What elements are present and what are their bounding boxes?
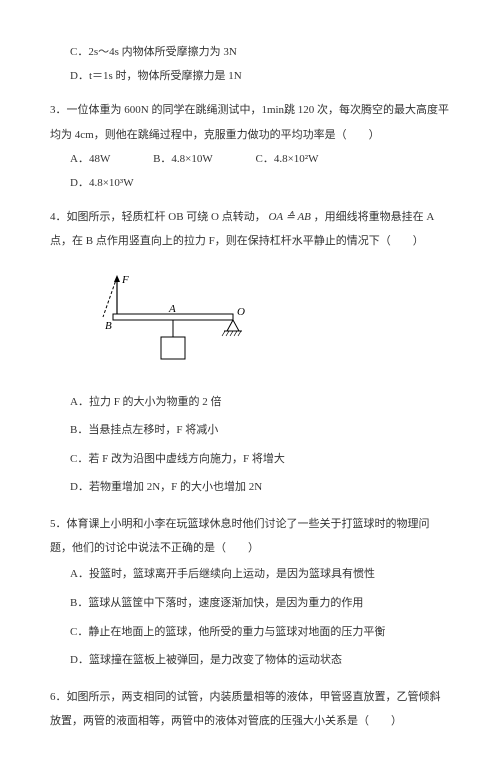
q5-text: 5．体育课上小明和小李在玩篮球休息时他们讨论了一些关于打篮球时的物理问题，他们的… <box>50 512 450 560</box>
q3-option-d: D．4.8×10³W <box>70 171 134 195</box>
q4-option-c: C．若 F 改为沿图中虚线方向施力，F 将增大 <box>70 445 450 474</box>
label-f: F <box>121 274 129 286</box>
q4-option-b: B．当悬挂点左移时，F 将减小 <box>70 416 450 445</box>
q2-option-d: D．t＝1s 时，物体所受摩擦力是 1N <box>70 64 450 88</box>
q3-option-b: B．4.8×10W <box>153 147 213 171</box>
q3-option-a: A．48W <box>70 147 110 171</box>
q3-options: A．48W B．4.8×10W C．4.8×10²W D．4.8×10³W <box>70 147 450 195</box>
q4-text-mid: OA ≙ AB <box>268 211 310 223</box>
label-a: A <box>168 303 176 315</box>
q4-option-a: A．拉力 F 的大小为物重的 2 倍 <box>70 388 450 417</box>
q4-text: 4．如图所示，轻质杠杆 OB 可绕 O 点转动， OA ≙ AB ，用细线将重物… <box>50 205 450 253</box>
q3-text: 3．一位体重为 600N 的同学在跳绳测试中，1min跳 120 次，每次腾空的… <box>50 98 450 146</box>
q2-option-c: C．2s～4s 内物体所受摩擦力为 3N <box>70 40 450 64</box>
q4-text-pre: 4．如图所示，轻质杠杆 OB 可绕 O 点转动， <box>50 211 266 223</box>
q5-option-a: A．投篮时，篮球离开手后继续向上运动，是因为篮球具有惯性 <box>70 560 450 589</box>
label-o: O <box>237 306 245 318</box>
q5-option-c: C．静止在地面上的篮球，他所受的重力与篮球对地面的压力平衡 <box>70 618 450 647</box>
q6-text: 6．如图所示，两支相同的试管，内装质量相等的液体，甲管竖直放置，乙管倾斜放置，两… <box>50 685 450 733</box>
q5-option-b: B．篮球从篮筐中下落时，速度逐渐加快，是因为重力的作用 <box>70 589 450 618</box>
q3-option-c: C．4.8×10²W <box>256 147 319 171</box>
q4-figure: F B A O <box>85 269 450 373</box>
q4-option-d: D．若物重增加 2N，F 的大小也增加 2N <box>70 473 450 502</box>
label-b: B <box>105 320 112 332</box>
lever-diagram-icon: F B A O <box>85 269 255 364</box>
q5-option-d: D．篮球撞在篮板上被弹回，是力改变了物体的运动状态 <box>70 646 450 675</box>
